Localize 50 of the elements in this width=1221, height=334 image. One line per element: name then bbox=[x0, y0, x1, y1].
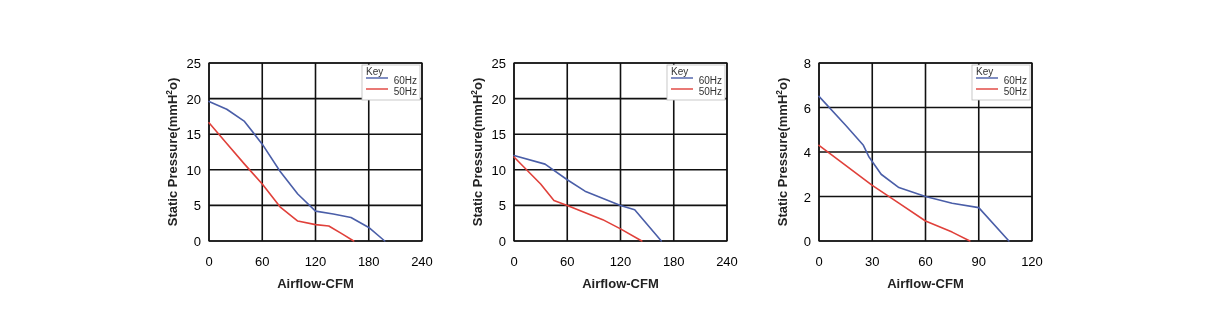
x-tick-label: 30 bbox=[865, 254, 880, 269]
line-series bbox=[513, 154, 663, 242]
y-tick-label: 2 bbox=[803, 189, 811, 205]
y-tick-label: 10 bbox=[491, 162, 506, 178]
x-tick-label: 60 bbox=[560, 254, 575, 269]
legend-label: 50Hz bbox=[698, 86, 722, 97]
y-tick-label: 15 bbox=[186, 127, 201, 143]
y-tick-label: 0 bbox=[498, 234, 506, 249]
legend-label: 60Hz bbox=[1003, 75, 1027, 86]
x-axis-title: Airflow-CFM bbox=[582, 276, 659, 291]
x-axis-title: Airflow-CFM bbox=[277, 276, 354, 291]
legend-title: Key bbox=[976, 66, 994, 77]
line-series bbox=[818, 144, 971, 242]
y-tick-label: 0 bbox=[193, 234, 201, 249]
y-tick-label: 5 bbox=[193, 198, 201, 214]
x-tick-label: 120 bbox=[609, 254, 632, 269]
line-series bbox=[513, 156, 643, 242]
legend-label: 50Hz bbox=[1003, 86, 1027, 97]
x-tick-label: 90 bbox=[971, 254, 986, 269]
y-tick-label: 6 bbox=[803, 100, 811, 116]
y-tick-label: 4 bbox=[803, 145, 811, 160]
y-tick-label: 25 bbox=[186, 56, 201, 71]
x-tick-label: 240 bbox=[716, 254, 738, 269]
y-tick-label: 25 bbox=[491, 56, 506, 71]
y-tick-label: 5 bbox=[498, 198, 506, 214]
y-tick-label: 15 bbox=[491, 127, 506, 143]
line-series bbox=[818, 95, 1010, 242]
y-tick-label: 8 bbox=[803, 56, 811, 71]
y-tick-label: 20 bbox=[186, 91, 201, 107]
x-tick-label: 180 bbox=[662, 254, 685, 269]
legend-label: 60Hz bbox=[698, 75, 722, 86]
y-tick-label: 0 bbox=[803, 234, 811, 249]
y-tick-label: 10 bbox=[186, 162, 201, 178]
legend-title: Key bbox=[671, 66, 689, 77]
y-tick-label: 20 bbox=[491, 91, 506, 107]
x-tick-label: 120 bbox=[1021, 254, 1043, 269]
line-series bbox=[208, 100, 386, 242]
legend-title: Key bbox=[366, 66, 384, 77]
legend-label: 50Hz bbox=[393, 86, 417, 97]
x-tick-label: 240 bbox=[411, 254, 433, 269]
line-series bbox=[208, 122, 355, 242]
x-tick-label: 0 bbox=[510, 254, 518, 269]
x-tick-label: 180 bbox=[357, 254, 380, 269]
x-tick-label: 120 bbox=[304, 254, 327, 269]
x-tick-label: 60 bbox=[255, 254, 270, 269]
legend-label: 60Hz bbox=[393, 75, 417, 86]
x-tick-label: 0 bbox=[815, 254, 823, 269]
x-tick-label: 0 bbox=[205, 254, 213, 269]
x-tick-label: 60 bbox=[918, 254, 933, 269]
x-axis-title: Airflow-CFM bbox=[887, 276, 964, 291]
